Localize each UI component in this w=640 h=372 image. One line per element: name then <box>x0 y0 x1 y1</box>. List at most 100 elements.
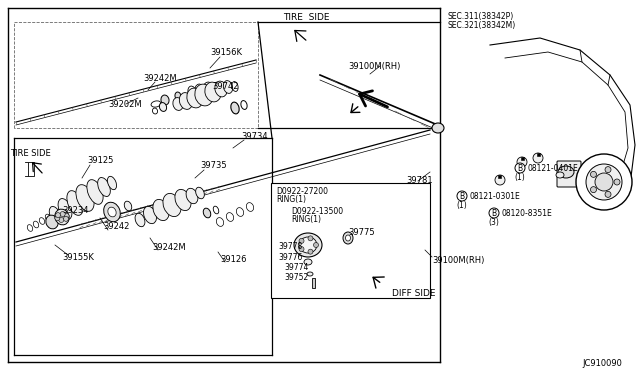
Ellipse shape <box>108 207 116 217</box>
Ellipse shape <box>307 272 313 276</box>
Text: 39778: 39778 <box>278 241 302 250</box>
Text: 39126: 39126 <box>220 256 246 264</box>
Ellipse shape <box>187 88 203 108</box>
Ellipse shape <box>104 202 120 222</box>
Ellipse shape <box>135 213 145 227</box>
Ellipse shape <box>196 187 204 199</box>
Ellipse shape <box>143 206 157 224</box>
Ellipse shape <box>195 84 205 98</box>
Text: 39774: 39774 <box>284 263 308 273</box>
Text: B: B <box>517 164 523 173</box>
Text: 39242M: 39242M <box>152 243 186 251</box>
Ellipse shape <box>51 211 57 217</box>
Text: DIFF SIDE: DIFF SIDE <box>392 289 435 298</box>
Ellipse shape <box>175 189 191 211</box>
Text: 39775: 39775 <box>348 228 374 237</box>
Circle shape <box>614 179 620 185</box>
Ellipse shape <box>179 93 193 109</box>
Ellipse shape <box>215 81 227 97</box>
Text: (1): (1) <box>456 201 467 209</box>
Text: 39242: 39242 <box>103 221 129 231</box>
Ellipse shape <box>556 172 564 178</box>
Circle shape <box>308 249 313 254</box>
Text: B: B <box>492 208 497 218</box>
Ellipse shape <box>203 82 215 98</box>
Ellipse shape <box>55 209 69 225</box>
Text: SEC.311(38342P): SEC.311(38342P) <box>448 12 515 20</box>
Bar <box>28 162 34 176</box>
Circle shape <box>64 214 69 218</box>
Ellipse shape <box>213 206 219 214</box>
Ellipse shape <box>151 101 161 107</box>
Circle shape <box>605 191 611 198</box>
Circle shape <box>308 236 313 241</box>
Ellipse shape <box>159 103 166 112</box>
Text: 39100M(RH): 39100M(RH) <box>432 256 484 264</box>
Bar <box>520 157 524 160</box>
Circle shape <box>605 167 611 173</box>
Ellipse shape <box>186 188 198 204</box>
Ellipse shape <box>153 199 169 221</box>
Ellipse shape <box>304 259 312 265</box>
Ellipse shape <box>108 176 116 190</box>
Ellipse shape <box>87 180 103 204</box>
Ellipse shape <box>76 185 94 211</box>
Ellipse shape <box>49 206 61 224</box>
Ellipse shape <box>432 123 444 133</box>
Ellipse shape <box>343 232 353 244</box>
Ellipse shape <box>232 81 238 92</box>
Circle shape <box>576 154 632 210</box>
Ellipse shape <box>236 208 244 217</box>
Ellipse shape <box>28 225 33 231</box>
Circle shape <box>56 213 61 218</box>
Ellipse shape <box>246 203 253 211</box>
Ellipse shape <box>58 199 72 219</box>
Circle shape <box>517 157 527 167</box>
Circle shape <box>495 175 505 185</box>
Text: 39202M: 39202M <box>108 99 141 109</box>
Ellipse shape <box>558 166 574 178</box>
Text: 39752: 39752 <box>284 273 308 282</box>
Ellipse shape <box>175 92 181 100</box>
Circle shape <box>515 163 525 173</box>
Text: D0922-13500: D0922-13500 <box>291 206 343 215</box>
Ellipse shape <box>173 97 183 110</box>
Ellipse shape <box>33 221 38 228</box>
Ellipse shape <box>227 83 232 91</box>
Ellipse shape <box>46 215 58 229</box>
Circle shape <box>591 171 596 177</box>
Text: 39155K: 39155K <box>62 253 94 263</box>
Text: 08121-0301E: 08121-0301E <box>469 192 520 201</box>
Circle shape <box>60 212 65 217</box>
Circle shape <box>533 153 543 163</box>
FancyBboxPatch shape <box>557 161 581 187</box>
Text: 08120-8351E: 08120-8351E <box>501 208 552 218</box>
Circle shape <box>457 191 467 201</box>
Ellipse shape <box>299 237 317 253</box>
Circle shape <box>489 208 499 218</box>
Circle shape <box>591 187 596 193</box>
Circle shape <box>299 238 304 243</box>
Text: (1): (1) <box>515 173 525 182</box>
Ellipse shape <box>45 214 51 221</box>
Ellipse shape <box>205 82 221 102</box>
Ellipse shape <box>188 86 196 98</box>
Ellipse shape <box>67 191 83 215</box>
Text: 39781: 39781 <box>406 176 433 185</box>
Text: 39242M: 39242M <box>143 74 177 83</box>
Bar <box>312 278 315 288</box>
Text: TIRE  SIDE: TIRE SIDE <box>283 13 330 22</box>
Circle shape <box>63 217 68 221</box>
Ellipse shape <box>346 235 351 241</box>
Text: 39735: 39735 <box>200 160 227 170</box>
Text: 39742: 39742 <box>212 81 239 90</box>
Ellipse shape <box>39 218 45 224</box>
Circle shape <box>55 216 60 221</box>
Ellipse shape <box>223 81 233 93</box>
Text: B: B <box>460 192 465 201</box>
Ellipse shape <box>231 102 239 114</box>
Circle shape <box>586 164 622 200</box>
Text: TIRE SIDE: TIRE SIDE <box>10 148 51 157</box>
Text: RING(1): RING(1) <box>276 195 306 203</box>
Text: D0922-27200: D0922-27200 <box>276 186 328 196</box>
